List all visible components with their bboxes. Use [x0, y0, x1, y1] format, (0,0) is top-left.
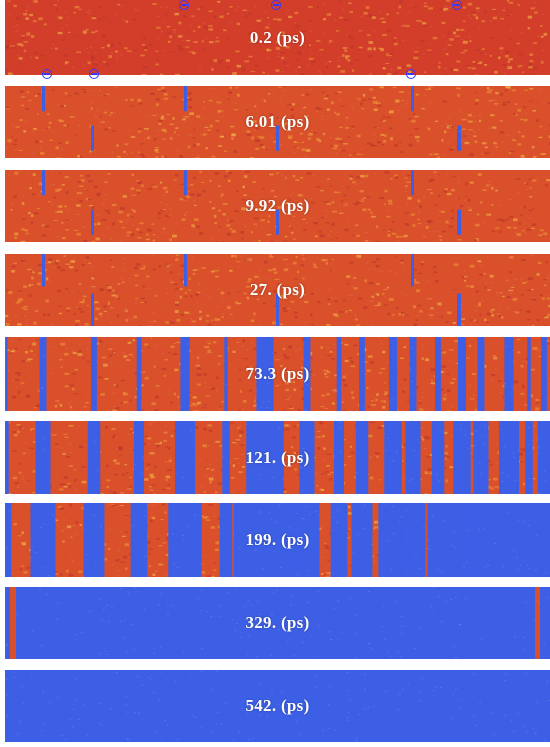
snapshot-panel-9: 542. (ps): [5, 670, 550, 742]
circled-minus-icon: [406, 69, 416, 79]
snapshot-panel-2: 6.01 (ps): [5, 86, 550, 158]
phase-field-image: [5, 587, 550, 659]
snapshot-panel-1: 0.2 (ps): [5, 0, 550, 75]
circled-minus-icon: [179, 0, 189, 10]
phase-field-image: [5, 421, 550, 494]
snapshot-panel-3: 9.92 (ps): [5, 170, 550, 242]
phase-field-image: [5, 503, 550, 577]
phase-field-image: [5, 86, 550, 158]
circled-minus-icon: [42, 69, 52, 79]
phase-field-image: [5, 670, 550, 742]
snapshot-panel-8: 329. (ps): [5, 587, 550, 659]
circled-minus-icon: [271, 0, 281, 10]
snapshot-panel-7: 199. (ps): [5, 503, 550, 577]
phase-field-image: [5, 170, 550, 242]
circled-minus-icon: [452, 0, 462, 10]
snapshot-panel-6: 121. (ps): [5, 421, 550, 494]
phase-field-image: [5, 337, 550, 411]
phase-field-image: [5, 254, 550, 326]
snapshot-panel-5: 73.3 (ps): [5, 337, 550, 411]
phase-field-image: [5, 0, 550, 75]
snapshot-panel-4: 27. (ps): [5, 254, 550, 326]
circled-minus-icon: [89, 69, 99, 79]
